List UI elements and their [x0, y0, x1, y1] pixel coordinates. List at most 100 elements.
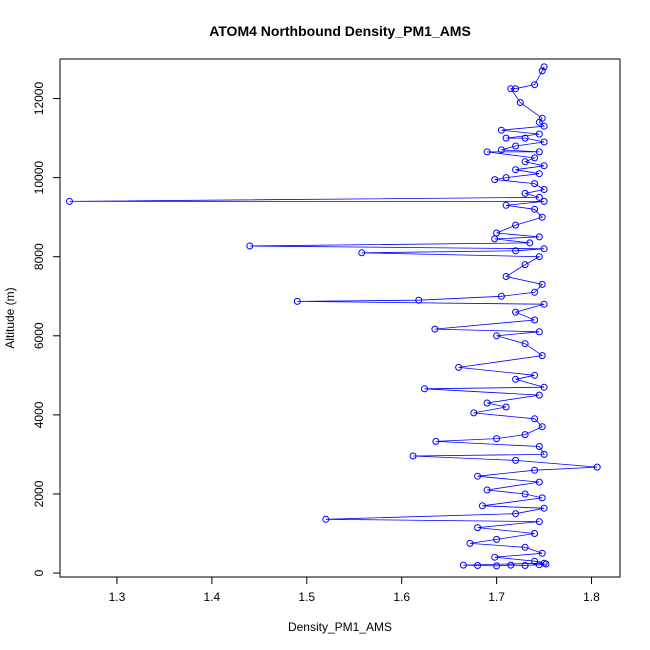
data-point	[540, 186, 548, 193]
data-point	[535, 561, 543, 569]
data-point	[493, 535, 501, 543]
x-tick-label: 1.6	[393, 590, 410, 604]
chart-title: ATOM4 Northbound Density_PM1_AMS	[209, 23, 471, 39]
data-point	[491, 553, 499, 561]
data-point	[415, 296, 423, 304]
data-point	[535, 148, 543, 156]
data-point	[493, 435, 501, 443]
data-point	[246, 242, 254, 250]
data-point	[466, 539, 474, 547]
x-tick-label: 1.4	[204, 590, 221, 604]
data-point	[531, 415, 539, 423]
y-tick-label: 12000	[32, 82, 46, 116]
data-point	[540, 162, 548, 170]
data-point	[507, 561, 515, 569]
data-point	[502, 174, 510, 182]
data-point	[474, 562, 482, 569]
y-tick-label: 2000	[32, 480, 46, 507]
data-point	[516, 99, 524, 106]
y-tick-label: 6000	[32, 322, 46, 349]
data-point	[521, 158, 529, 166]
data-point	[540, 197, 548, 205]
data-point	[478, 502, 486, 510]
data-point	[535, 518, 543, 526]
data-point	[497, 146, 505, 154]
data-point	[512, 510, 520, 518]
data-point	[538, 549, 546, 557]
data-point	[535, 443, 543, 450]
data-point	[502, 201, 510, 209]
data-point	[538, 423, 546, 431]
data-point	[322, 515, 330, 523]
data-point	[531, 288, 539, 296]
data-point	[483, 148, 491, 156]
y-tick-label: 10000	[32, 161, 46, 195]
data-point	[540, 300, 548, 308]
data-point	[535, 118, 543, 126]
data-point	[538, 213, 546, 221]
data-point	[512, 85, 520, 93]
x-tick-label: 1.7	[488, 590, 505, 604]
data-point	[535, 328, 543, 336]
y-axis: 0 2000 4000 6000 8000 10000 12000	[32, 82, 60, 576]
data-point	[540, 138, 548, 146]
data-point	[455, 363, 463, 371]
data-point	[540, 122, 548, 130]
data-point	[540, 450, 548, 458]
data-point	[512, 456, 520, 464]
data-point	[526, 239, 534, 247]
plot-area	[66, 63, 601, 570]
data-point	[538, 67, 546, 75]
data-point	[535, 253, 543, 261]
data-point	[493, 562, 501, 570]
data-point	[531, 466, 539, 474]
y-tick-label: 4000	[32, 401, 46, 428]
data-point	[521, 261, 529, 269]
data-point	[502, 134, 510, 142]
data-point	[470, 409, 478, 417]
data-point	[512, 221, 520, 229]
data-point	[521, 490, 529, 498]
data-point	[531, 557, 539, 565]
data-point	[358, 249, 366, 257]
data-point	[502, 403, 510, 411]
data-point	[535, 478, 543, 486]
data-point	[512, 308, 520, 316]
data-point	[540, 245, 548, 253]
data-point	[521, 562, 529, 569]
data-point	[531, 205, 539, 213]
data-point	[535, 391, 543, 399]
data-point	[483, 486, 491, 494]
data-point	[512, 247, 520, 255]
data-point	[483, 399, 491, 407]
y-tick-label: 8000	[32, 243, 46, 270]
data-point	[535, 233, 543, 241]
y-tick-label: 0	[32, 569, 46, 576]
data-point	[421, 385, 428, 393]
data-point	[474, 524, 482, 532]
data-point	[521, 431, 529, 439]
data-point	[531, 154, 539, 162]
series-line	[69, 66, 598, 567]
data-point	[593, 463, 601, 471]
data-point	[540, 383, 548, 391]
y-axis-label: Altitude (m)	[3, 287, 17, 348]
data-point	[531, 530, 539, 537]
data-point	[538, 352, 546, 360]
data-point	[512, 142, 520, 150]
data-point	[497, 292, 505, 300]
data-point	[432, 437, 440, 445]
x-tick-label: 1.8	[583, 590, 600, 604]
data-point	[535, 170, 543, 178]
data-point	[535, 130, 543, 138]
data-point	[521, 543, 529, 551]
data-point	[540, 504, 548, 512]
data-point	[66, 197, 73, 205]
data-point	[512, 375, 520, 383]
data-point	[431, 325, 439, 333]
data-point	[521, 340, 529, 348]
data-point	[497, 126, 505, 134]
data-point	[538, 494, 546, 502]
